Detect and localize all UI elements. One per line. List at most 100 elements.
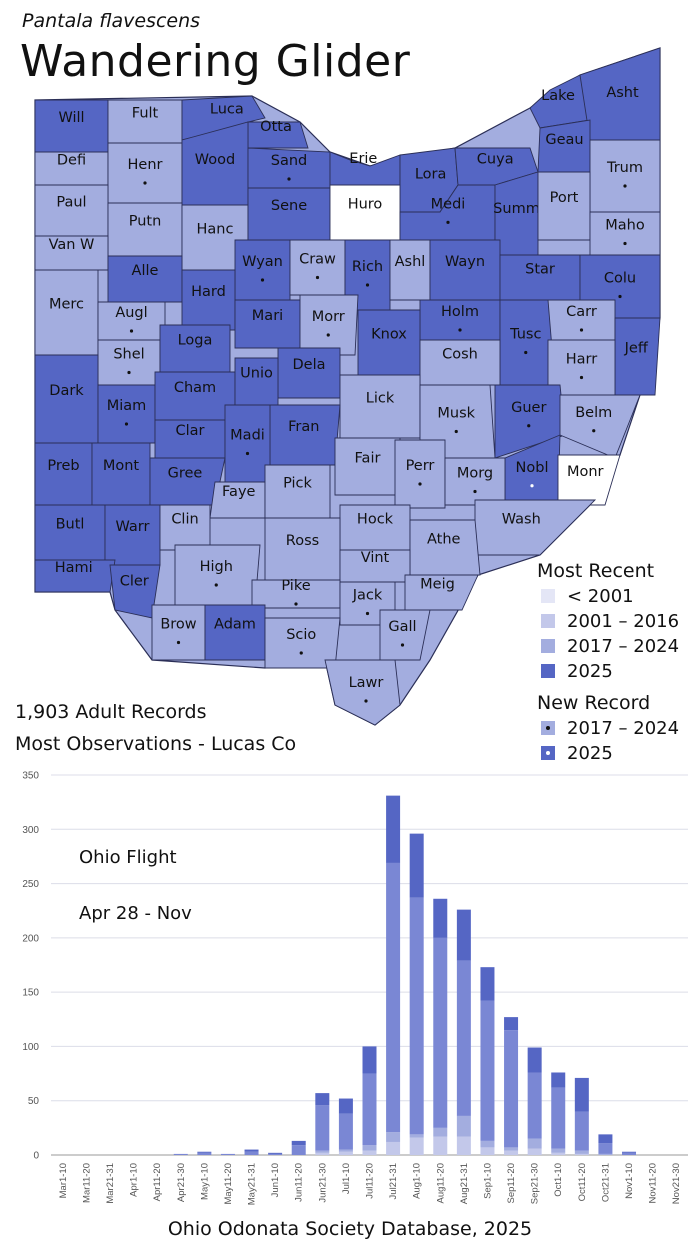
county-label: Putn (129, 214, 162, 230)
county-label: Mont (103, 458, 140, 474)
county-miam: Miam (97, 384, 156, 444)
county-label: Guer (511, 400, 546, 416)
legend-dot (546, 751, 550, 755)
x-tick-label: Nov1-10 (624, 1163, 635, 1199)
county-label: Nobl (516, 460, 549, 476)
county-label: Lake (541, 88, 575, 104)
county-label: Cler (120, 574, 149, 590)
county-label: Jeff (624, 341, 649, 357)
county-label: Cosh (442, 347, 478, 363)
county-pike: Pike (251, 578, 341, 609)
county-knox: Knox (357, 309, 421, 376)
bar-segment (338, 1149, 353, 1152)
county-cosh: Cosh (419, 339, 501, 386)
county-preb: Preb (34, 442, 93, 506)
county-label: Otta (260, 119, 292, 135)
new-record-marker (618, 294, 622, 299)
new-record-marker (129, 329, 134, 333)
new-record-marker (214, 583, 218, 587)
county-label: Butl (56, 517, 85, 533)
county-wayn: Wayn (429, 239, 501, 301)
legend-item: 2025 (541, 660, 613, 682)
county-harr: Harr (547, 339, 616, 396)
x-tick-label: Sep11-20 (506, 1163, 517, 1204)
county-label: Loga (178, 333, 213, 349)
county-label: Shel (113, 347, 144, 363)
species-name: Pantala flavescens (22, 10, 201, 32)
county-wood: Wood (181, 121, 249, 206)
legend-swatch (541, 664, 555, 678)
x-tick-label: Aug11-20 (435, 1163, 446, 1204)
county-label: Miam (107, 398, 147, 414)
county-shel: Shel (97, 339, 161, 386)
bar-segment (362, 1145, 377, 1151)
new-record-marker (365, 283, 370, 287)
county-van-w: Van W (34, 235, 109, 271)
new-record-marker (623, 184, 627, 188)
bar-segment (456, 960, 471, 1116)
y-tick-label: 100 (22, 1042, 39, 1053)
legend-label: 2017 – 2024 (567, 717, 680, 739)
county-label: Colu (604, 271, 636, 287)
new-record-marker (287, 177, 291, 181)
county-label: Lawr (349, 675, 384, 691)
ohio-county-map: Will Fult Luca Otta Defi Henr Wood Sand Erie Lora… (34, 47, 661, 726)
new-record-marker (365, 611, 370, 616)
county-maho: Maho (589, 211, 661, 256)
county-lawr: Lawr (324, 659, 401, 726)
county-label: Preb (47, 458, 79, 474)
bar-segment (268, 1153, 283, 1155)
new-record-marker (473, 489, 477, 494)
x-tick-label: Oct11-20 (577, 1163, 588, 1201)
bar-segment (433, 1127, 448, 1137)
bar-segment (504, 1147, 519, 1151)
legend-label: < 2001 (567, 585, 634, 607)
bar-segment (480, 1000, 495, 1141)
new-record-marker (579, 328, 584, 332)
county-meig: Meig (404, 574, 479, 611)
bar-segment (386, 1141, 401, 1155)
county-mari: Mari (234, 299, 301, 349)
bar-segment (197, 1151, 212, 1153)
county-sene: Sene (247, 187, 331, 241)
county-faye: Faye (209, 481, 266, 519)
county-label: Meig (420, 577, 455, 593)
county-label: Maho (605, 218, 645, 234)
bar-segment (409, 833, 424, 898)
bar-segment (362, 1150, 377, 1155)
county-label: Sene (271, 198, 307, 214)
bar-segment (197, 1152, 212, 1155)
most-observations: Most Observations - Lucas Co (15, 733, 297, 755)
new-record-marker (260, 278, 265, 282)
county-loga: Loga (159, 324, 231, 373)
bar-segment (315, 1152, 330, 1155)
bar-segment (291, 1140, 306, 1146)
county-label: Brow (160, 617, 196, 633)
x-tick-label: Jul21-31 (388, 1163, 399, 1199)
bar-segment (268, 1152, 283, 1154)
bar-segment (409, 1134, 424, 1138)
new-record-marker (579, 375, 584, 380)
county-label: Geau (545, 132, 583, 148)
bar-segment (622, 1151, 637, 1153)
county-label: Perr (406, 458, 435, 474)
county-label: Wayn (445, 254, 485, 270)
county-label: Cuya (477, 152, 514, 168)
county-label: Huro (348, 197, 383, 213)
county-summ: Summ (493, 171, 540, 256)
x-tick-label: Mar21-31 (105, 1163, 116, 1204)
county-craw: Craw (289, 239, 346, 296)
bar-segment (480, 1140, 495, 1148)
legend-swatch (541, 614, 555, 628)
county-merc: Merc (34, 269, 99, 356)
county-cham: Cham (154, 371, 236, 421)
county-tusc: Tusc (499, 299, 556, 386)
bar-segment (456, 1136, 471, 1155)
county-label: Ross (286, 533, 319, 549)
x-tick-label: Jun11-20 (294, 1163, 305, 1202)
county-label: Merc (49, 297, 84, 313)
bar-segment (456, 1115, 471, 1137)
legend-label: 2001 – 2016 (567, 610, 680, 632)
county-label: Athe (427, 532, 461, 548)
bar-segment (386, 1132, 401, 1142)
